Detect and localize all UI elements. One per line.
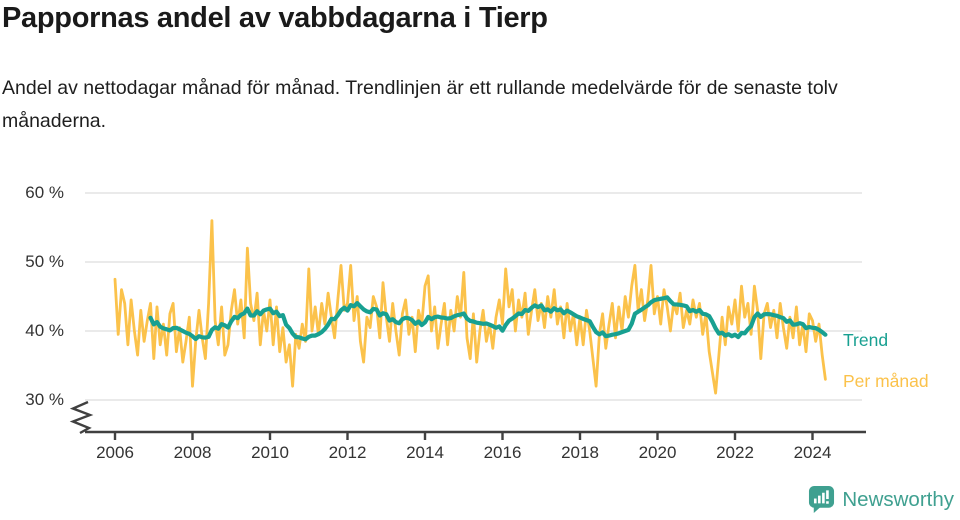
y-tick-label: 40 % [25,321,64,340]
x-tick-label: 2012 [328,443,367,462]
chart-subtitle: Andel av nettodagar månad för månad. Tre… [2,77,838,132]
y-tick-label: 60 % [25,183,64,202]
trend-line [148,295,828,342]
trend-series-label: Trend [843,330,889,350]
x-tick-label: 2008 [173,443,212,462]
newsworthy-bubble-chart-icon [809,486,835,513]
x-tick-label: 2022 [716,443,754,462]
y-tick-label: 30 % [25,390,64,409]
y-tick-label: 50 % [25,252,64,271]
x-tick-label: 2014 [406,443,444,462]
x-tick-label: 2024 [793,443,832,462]
x-tick-label: 2020 [638,443,677,462]
gridlines [85,192,862,401]
newsworthy-logo: Newsworthy [808,485,954,514]
x-tick-label: 2018 [561,443,599,462]
monthly-series-label: Per månad [843,371,929,391]
axis-break-squiggle [69,400,94,435]
x-tick-label: 2016 [483,443,522,462]
chart-title: Pappornas andel av vabbdagarna i Tierp [2,2,548,34]
newsworthy-wordmark: Newsworthy [842,487,954,511]
x-tick-label: 2010 [251,443,289,462]
x-tick-label: 2006 [96,443,134,462]
x-axis [85,430,866,440]
monthly-line [113,219,827,395]
